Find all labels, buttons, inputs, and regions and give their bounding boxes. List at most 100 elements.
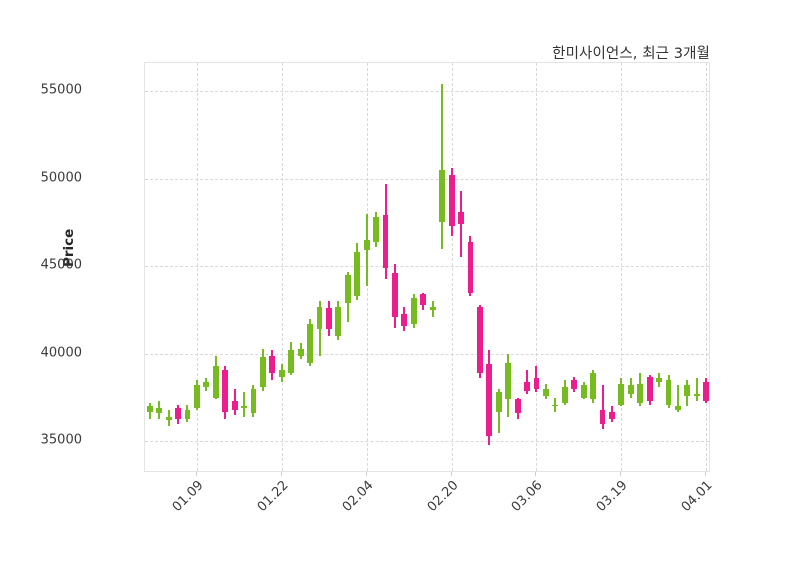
x-tick-label: 04.01 [678,478,716,515]
candlestick-body [222,369,229,412]
candlestick [467,63,474,471]
candlestick-body [382,215,389,268]
candlestick-body [675,406,681,410]
candlestick [410,63,417,471]
candlestick [175,63,181,471]
candlestick-body [373,217,380,242]
candlestick-body [439,169,446,223]
candlestick-body [363,239,370,251]
candlestick-body [335,306,342,337]
candlestick [250,63,257,471]
candlestick [448,63,455,471]
candlestick [203,63,210,471]
gridline-horizontal [145,266,709,268]
candlestick-body [599,409,606,424]
candlestick [524,63,530,471]
candlestick-body [693,394,700,396]
candlestick-wick [441,84,444,249]
candlestick-body [212,366,219,398]
candlestick [231,63,238,471]
y-tick-label: 40000 [40,345,82,361]
candlestick-body [495,392,502,412]
candlestick [429,63,436,471]
candlestick-body [420,294,427,305]
candlestick-body [203,381,210,388]
candlestick [184,63,191,471]
candlestick [505,63,512,471]
x-tick-mark [705,472,707,476]
candlestick-body [156,408,163,414]
candlestick-body [580,385,587,398]
candlestick-wick [243,392,246,417]
candlestick-body [231,401,238,410]
candlestick [571,63,578,471]
candlestick [646,63,653,471]
candlestick [363,63,370,471]
candlestick [354,63,361,471]
candlestick-body [316,306,323,330]
x-tick-mark [195,472,197,476]
gridline-vertical [536,63,538,471]
candlestick-body [637,383,644,403]
x-tick-label: 03.06 [509,478,547,515]
gridline-horizontal [145,91,709,93]
candlestick-body [505,362,512,400]
candlestick-wick [695,378,698,402]
candlestick-wick [460,190,462,258]
candlestick [561,63,568,471]
candlestick-body [609,411,615,419]
x-tick-label: 01.09 [169,478,207,515]
candlestick [665,63,672,471]
candlestick-body [656,378,663,382]
candlestick [269,63,276,471]
candlestick-body [684,385,691,396]
candlestick [401,63,408,471]
candlestick [212,63,219,471]
gridline-horizontal [145,178,709,180]
candlestick [156,63,163,471]
candlestick-body [703,381,709,402]
candlestick-body [175,408,181,419]
candlestick [222,63,229,471]
candlestick-body [542,388,549,396]
candlestick [297,63,304,471]
candlestick-body [297,348,304,356]
candlestick-body [561,387,568,403]
candlestick [609,63,615,471]
candlestick [278,63,285,471]
candlestick [703,63,709,471]
candlestick-body [627,385,634,395]
candlestick-body [429,306,436,311]
candlestick [599,63,606,471]
gridline-horizontal [145,353,709,355]
candlestick [476,63,483,471]
candlestick-body [552,404,559,407]
candlestick [637,63,644,471]
candlestick-body [476,306,483,374]
candlestick-body [467,241,474,293]
candlestick-body [646,376,653,402]
candlestick [458,63,464,471]
candlestick [259,63,266,471]
chart-title: 한미사이언스, 최근 3개월 [552,46,710,62]
candlestick [439,63,446,471]
candlestick-body [665,380,672,405]
candlestick-body [278,369,285,377]
x-tick-mark [620,472,622,476]
gridline-vertical [451,63,453,471]
candlestick-body [590,373,596,400]
candlestick-body [165,416,172,421]
candlestick-body [392,273,398,318]
y-tick-label: 35000 [40,432,82,448]
candlestick [542,63,549,471]
candlestick [514,63,521,471]
candlestick [675,63,681,471]
candlestick [146,63,153,471]
gridline-vertical [281,63,283,471]
x-tick-mark [535,472,537,476]
x-tick-label: 03.19 [594,478,631,515]
candlestick [495,63,502,471]
candlestick [552,63,559,471]
candlestick [316,63,323,471]
